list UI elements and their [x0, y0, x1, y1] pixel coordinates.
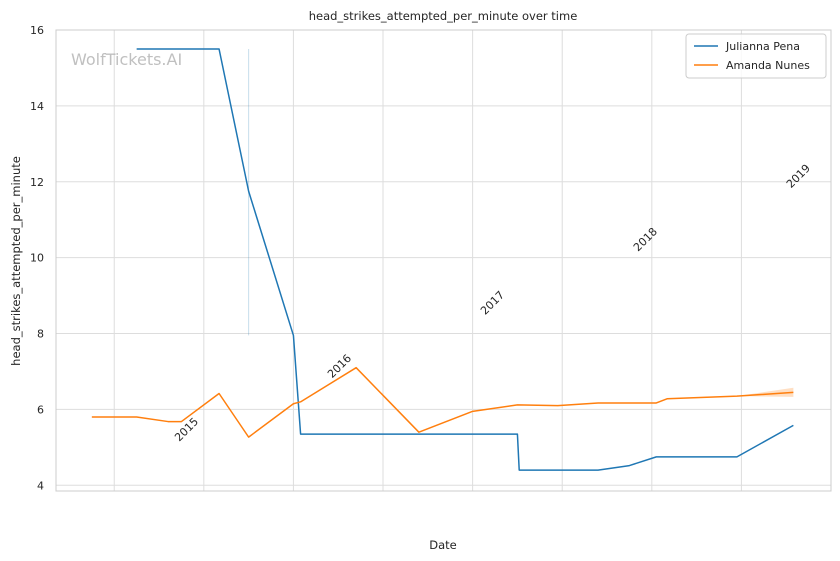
y-axis-label: head_strikes_attempted_per_minute — [9, 156, 23, 366]
x-tick-label: 2015 — [172, 415, 201, 444]
y-tick-label: 6 — [37, 403, 44, 416]
chart-title: head_strikes_attempted_per_minute over t… — [309, 9, 578, 23]
x-tick-label: 2017 — [478, 288, 507, 317]
series-line-amanda-nunes — [91, 366, 794, 438]
error-bands — [248, 48, 794, 397]
legend-label-amanda-nunes: Amanda Nunes — [726, 59, 810, 72]
gridlines — [56, 29, 831, 491]
x-tick-label: 2016 — [325, 352, 354, 381]
y-tick-label: 8 — [37, 328, 44, 341]
x-tick-label: 2019 — [784, 162, 813, 191]
y-tick-label: 12 — [30, 176, 44, 189]
y-tick-label: 14 — [30, 100, 44, 113]
plot-frame — [55, 29, 832, 492]
series-lines — [91, 48, 794, 471]
x-axis-label: Date — [429, 538, 457, 552]
series-line-julianna-pena — [136, 48, 794, 471]
legend-box — [685, 33, 827, 79]
y-tick-labels: 4 6 8 10 12 14 16 — [30, 24, 44, 492]
x-tick-label: 2018 — [631, 225, 660, 254]
y-tick-label: 10 — [30, 252, 44, 265]
watermark-text: WolfTickets.AI — [71, 50, 182, 69]
legend: Julianna Pena Amanda Nunes — [685, 33, 827, 79]
legend-label-julianna-pena: Julianna Pena — [725, 40, 800, 53]
y-tick-label: 16 — [30, 24, 44, 37]
y-tick-label: 4 — [37, 479, 44, 492]
